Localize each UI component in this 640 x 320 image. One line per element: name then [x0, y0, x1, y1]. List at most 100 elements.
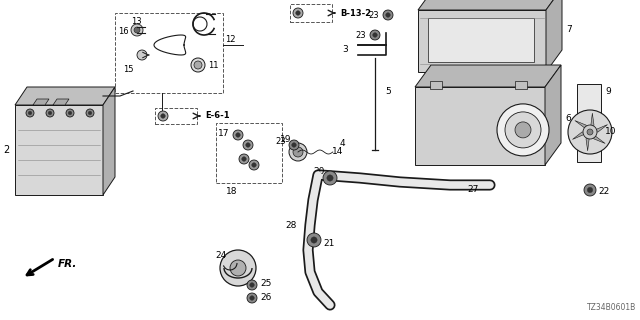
Circle shape — [247, 280, 257, 290]
Circle shape — [327, 175, 333, 181]
Circle shape — [158, 111, 168, 121]
Polygon shape — [418, 0, 562, 10]
Polygon shape — [15, 87, 115, 105]
Circle shape — [230, 260, 246, 276]
Text: FR.: FR. — [58, 259, 77, 269]
Text: E-6-1: E-6-1 — [205, 111, 230, 121]
Circle shape — [131, 24, 143, 36]
Circle shape — [289, 140, 299, 150]
Circle shape — [370, 30, 380, 40]
Text: 18: 18 — [226, 187, 237, 196]
Bar — [577, 84, 601, 162]
Text: B-13-2: B-13-2 — [340, 9, 371, 18]
Bar — [216, 123, 282, 183]
Circle shape — [66, 109, 74, 117]
Polygon shape — [590, 124, 607, 132]
Text: 21: 21 — [323, 239, 334, 249]
Circle shape — [252, 163, 256, 167]
Text: 6: 6 — [565, 114, 571, 123]
Circle shape — [249, 160, 259, 170]
Text: 19: 19 — [280, 135, 291, 145]
Circle shape — [584, 184, 596, 196]
Text: 23: 23 — [275, 138, 285, 147]
Circle shape — [161, 114, 165, 118]
Polygon shape — [15, 105, 103, 195]
Circle shape — [587, 129, 593, 135]
Text: 14: 14 — [332, 148, 344, 156]
Circle shape — [68, 111, 72, 115]
Circle shape — [386, 13, 390, 17]
Circle shape — [583, 125, 597, 139]
Polygon shape — [590, 113, 594, 132]
Circle shape — [505, 112, 541, 148]
Bar — [428, 18, 534, 62]
Circle shape — [239, 154, 249, 164]
Circle shape — [250, 296, 254, 300]
Text: 24: 24 — [215, 251, 227, 260]
Text: 28: 28 — [285, 220, 296, 229]
Circle shape — [497, 104, 549, 156]
Circle shape — [246, 143, 250, 147]
Text: 17: 17 — [218, 129, 230, 138]
Circle shape — [293, 8, 303, 18]
Polygon shape — [415, 87, 545, 165]
Circle shape — [247, 293, 257, 303]
Circle shape — [48, 111, 52, 115]
Text: 9: 9 — [605, 87, 611, 97]
Polygon shape — [590, 132, 605, 143]
Circle shape — [88, 111, 92, 115]
Circle shape — [220, 250, 256, 286]
Circle shape — [86, 109, 94, 117]
Polygon shape — [573, 132, 590, 140]
Text: 2: 2 — [3, 145, 9, 155]
Text: 20: 20 — [313, 167, 324, 177]
Circle shape — [243, 140, 253, 150]
Circle shape — [26, 109, 34, 117]
Polygon shape — [546, 0, 562, 72]
Text: 13: 13 — [131, 17, 141, 26]
Circle shape — [293, 147, 303, 157]
Circle shape — [292, 143, 296, 147]
Polygon shape — [53, 99, 69, 105]
Text: 3: 3 — [342, 45, 348, 54]
Bar — [115, 13, 223, 93]
Circle shape — [250, 283, 254, 287]
Text: 5: 5 — [385, 87, 391, 97]
Circle shape — [311, 237, 317, 243]
Polygon shape — [575, 121, 590, 132]
Polygon shape — [33, 99, 49, 105]
Circle shape — [28, 111, 32, 115]
Circle shape — [383, 10, 393, 20]
Polygon shape — [418, 10, 546, 72]
Text: 4: 4 — [340, 140, 346, 148]
Circle shape — [191, 58, 205, 72]
Circle shape — [236, 133, 240, 137]
Circle shape — [372, 33, 377, 37]
Text: 22: 22 — [598, 188, 609, 196]
Polygon shape — [586, 132, 590, 151]
Text: 23: 23 — [355, 30, 365, 39]
Circle shape — [134, 27, 140, 33]
Text: 15: 15 — [123, 65, 134, 74]
Text: 7: 7 — [566, 26, 572, 35]
Text: 23: 23 — [368, 11, 379, 20]
Circle shape — [515, 122, 531, 138]
Bar — [290, 4, 332, 22]
Text: TZ34B0601B: TZ34B0601B — [587, 303, 636, 312]
Polygon shape — [103, 87, 115, 195]
Circle shape — [307, 233, 321, 247]
Bar — [430, 81, 442, 89]
Circle shape — [233, 130, 243, 140]
Text: 11: 11 — [208, 60, 218, 69]
Polygon shape — [415, 65, 561, 87]
Text: 12: 12 — [225, 36, 236, 44]
Text: 25: 25 — [260, 278, 271, 287]
Circle shape — [46, 109, 54, 117]
Text: 26: 26 — [260, 293, 271, 302]
Circle shape — [289, 143, 307, 161]
Circle shape — [323, 171, 337, 185]
Circle shape — [568, 110, 612, 154]
Text: 10: 10 — [605, 127, 616, 137]
Text: 27: 27 — [467, 186, 478, 195]
Text: 16: 16 — [118, 27, 129, 36]
